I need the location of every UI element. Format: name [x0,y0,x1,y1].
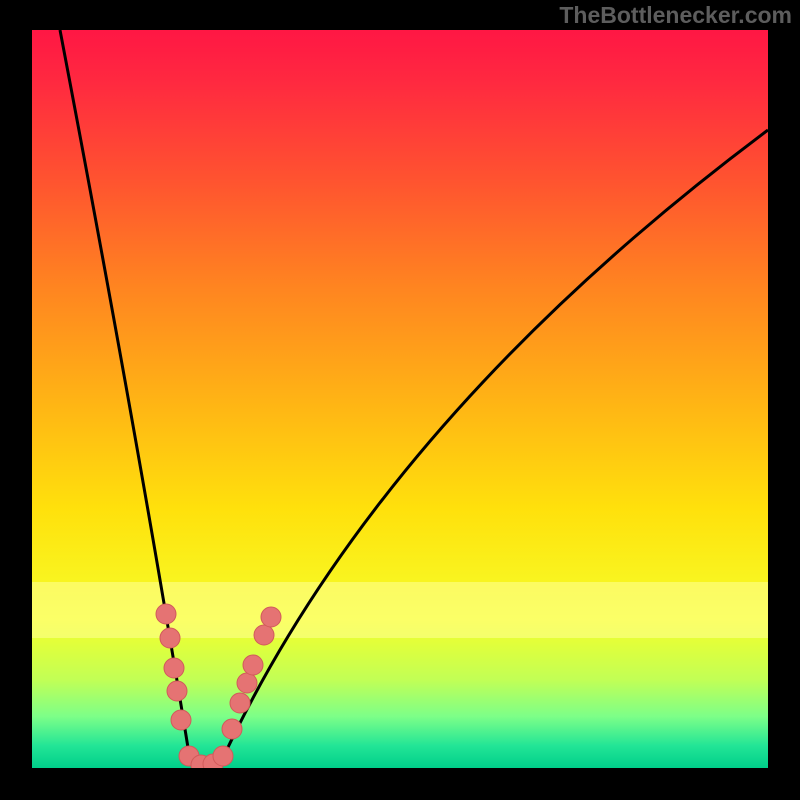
watermark-text: TheBottlenecker.com [559,2,792,29]
plot-svg [0,0,800,800]
chart-canvas: TheBottlenecker.com [0,0,800,800]
